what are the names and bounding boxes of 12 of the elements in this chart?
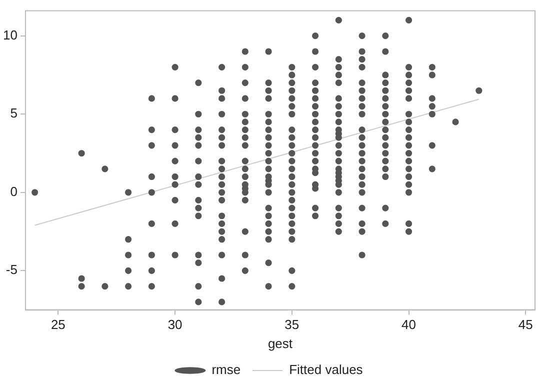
legend-label: Fitted values <box>289 362 364 378</box>
x-tick-label: 30 <box>168 317 182 332</box>
x-tick-label: 35 <box>284 317 300 332</box>
x-axis-title: gest <box>268 336 293 351</box>
x-tick-label: 25 <box>50 317 66 332</box>
x-tick-label: 45 <box>518 317 533 332</box>
legend-label: rmse <box>212 362 241 378</box>
y-tick-label: 5 <box>10 106 18 121</box>
x-tick-label: 40 <box>402 317 416 332</box>
y-tick-label: 0 <box>10 184 18 199</box>
y-tick-label: -5 <box>6 262 18 278</box>
y-tick-label: 10 <box>2 27 18 42</box>
